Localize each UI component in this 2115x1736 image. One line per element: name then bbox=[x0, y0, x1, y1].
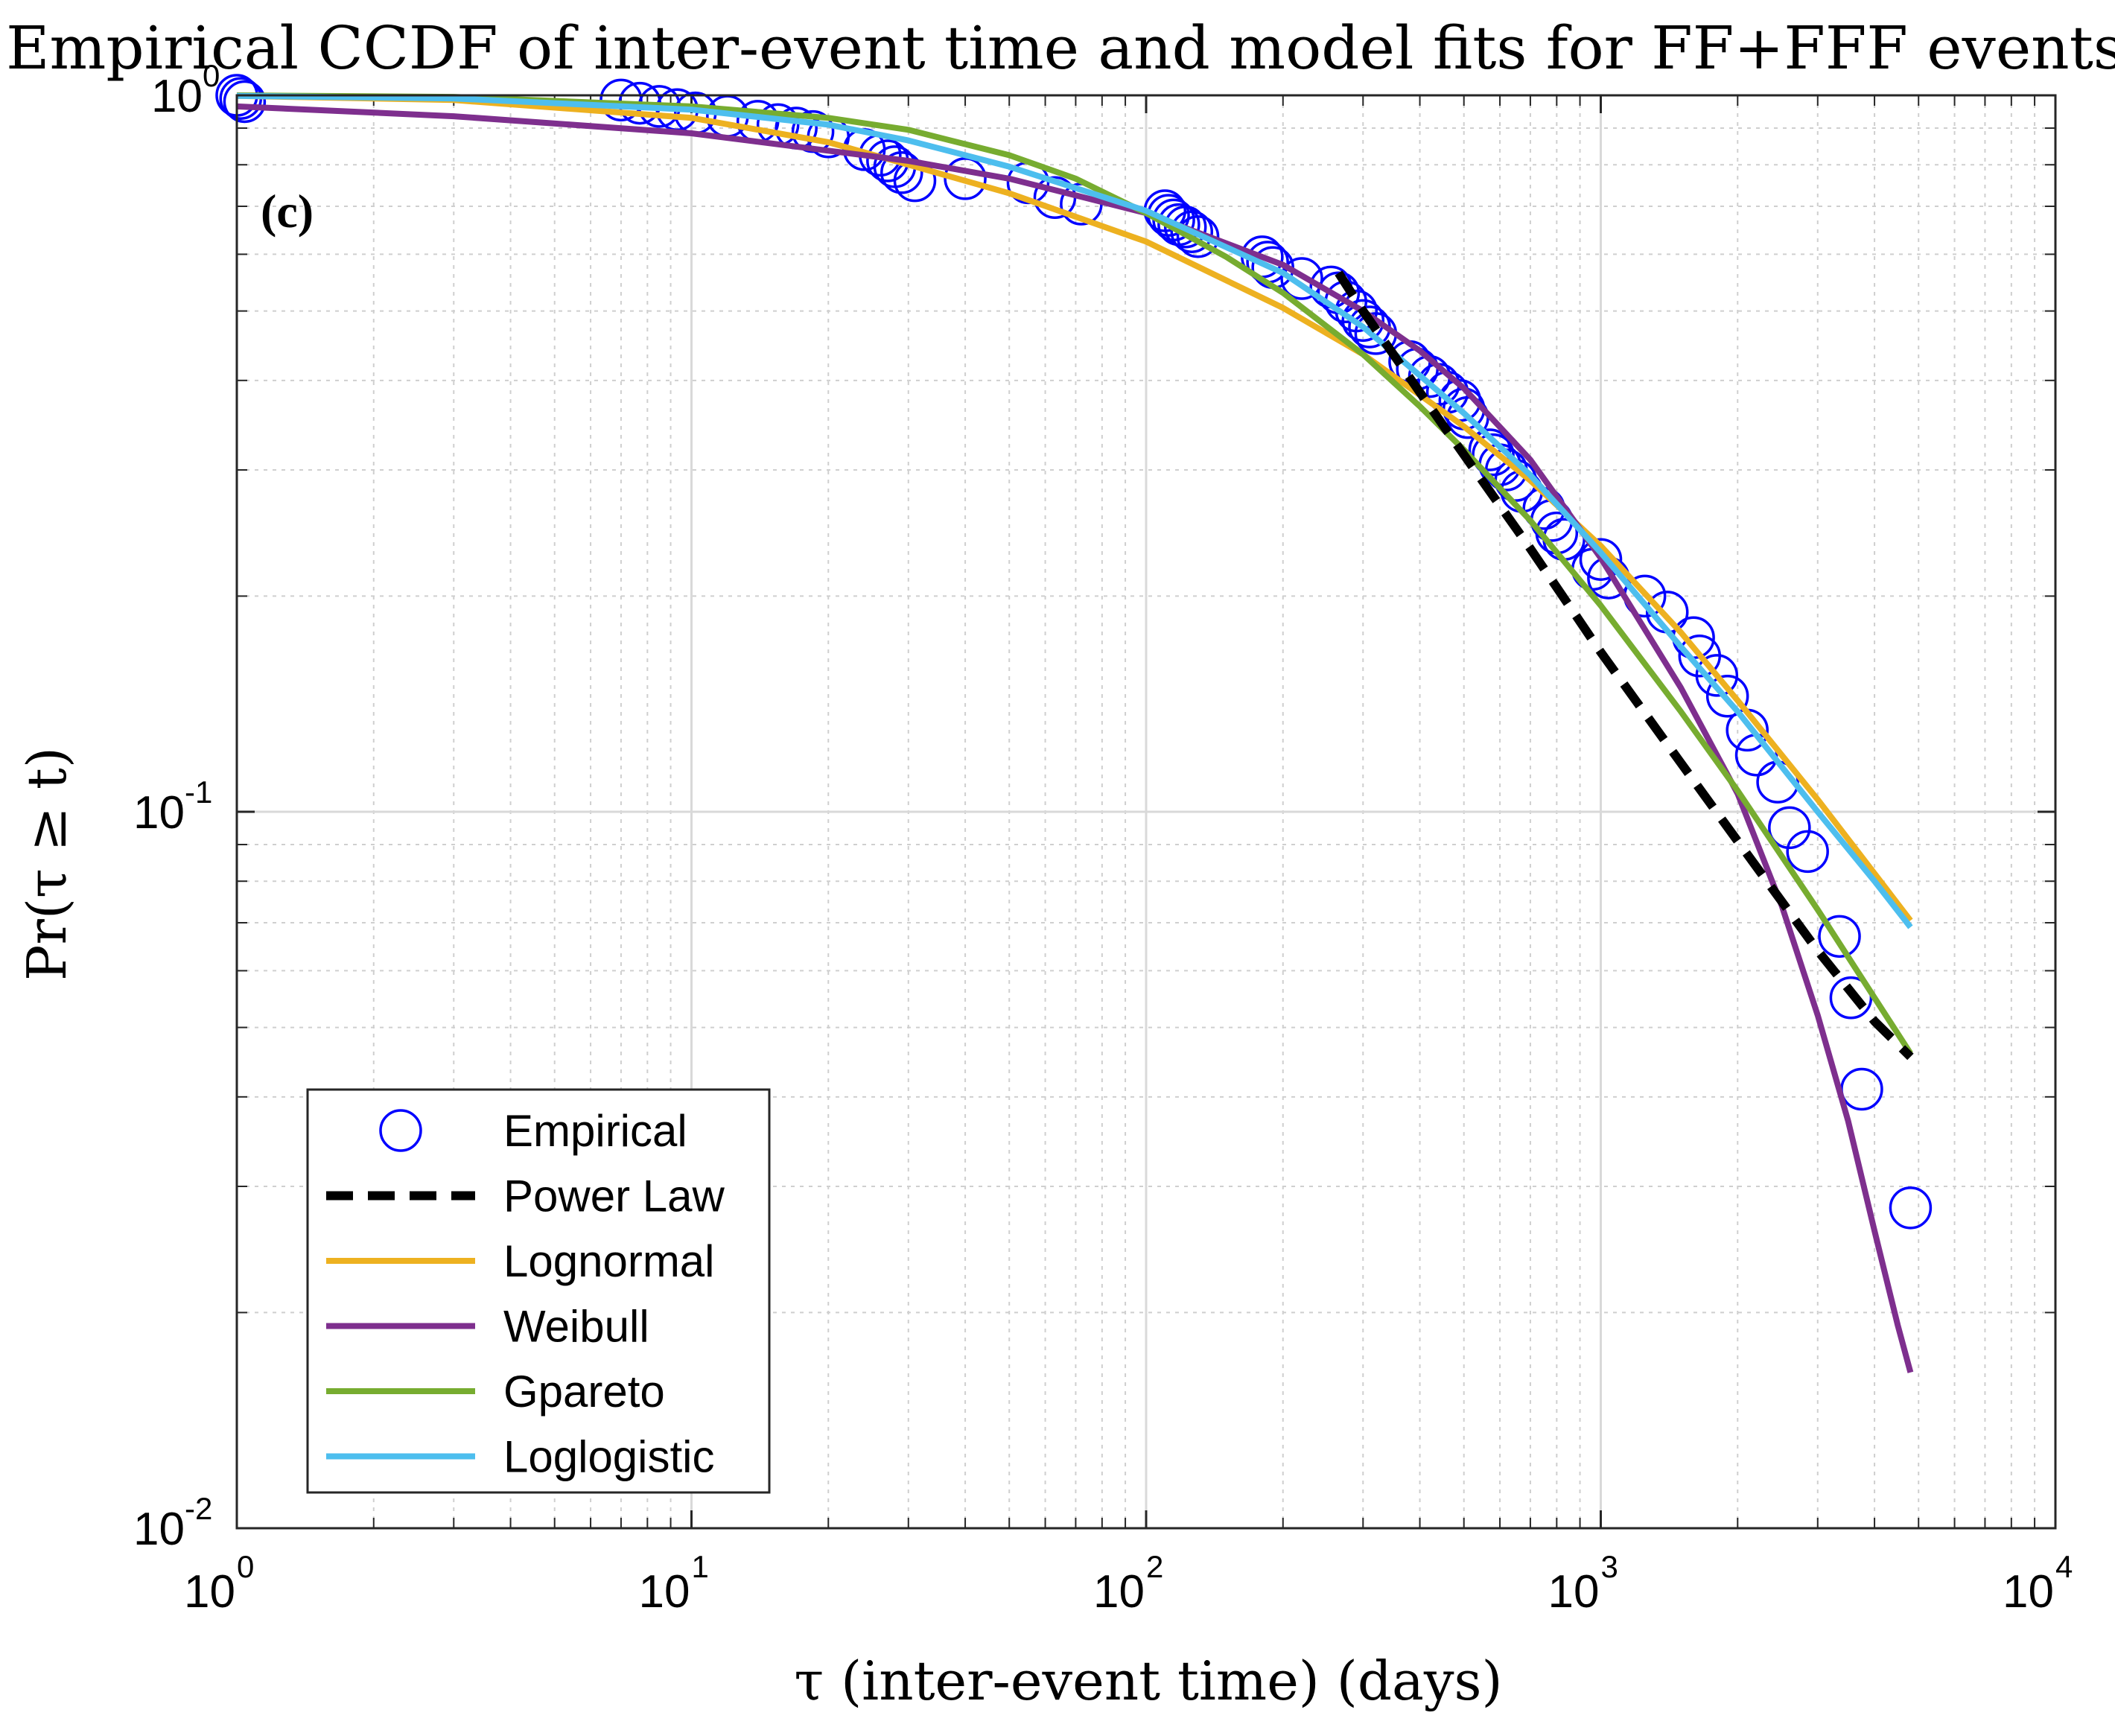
x-tick-labels: 10 0 10 1 10 2 10 3 10 4 bbox=[184, 1549, 2073, 1618]
x-tick-base: 10 bbox=[1093, 1566, 1145, 1618]
x-tick-label: 10 3 bbox=[1548, 1549, 1618, 1618]
empirical-markers bbox=[215, 74, 1933, 1230]
empirical-point bbox=[1280, 257, 1323, 300]
legend-label: Loglogistic bbox=[503, 1432, 715, 1482]
series-line-weibull bbox=[236, 103, 1914, 1373]
legend-item-empirical: Empirical bbox=[379, 1106, 687, 1156]
model-fit-lines bbox=[236, 92, 1914, 1373]
y-tick-base: 10 bbox=[133, 1504, 185, 1555]
legend-label: Weibull bbox=[503, 1302, 649, 1352]
legend-items: Empirical Power Law Lognormal Weibull Gparet… bbox=[326, 1106, 725, 1482]
series-line-power-law bbox=[1335, 270, 1914, 1061]
x-tick-label: 10 2 bbox=[1093, 1549, 1163, 1618]
series-line-gpareto bbox=[236, 92, 1913, 1055]
empirical-point bbox=[1818, 915, 1861, 958]
legend-label: Gpareto bbox=[503, 1367, 665, 1417]
legend: Empirical Power Law Lognormal Weibull Gparet… bbox=[306, 1088, 771, 1494]
empirical-point bbox=[1341, 299, 1385, 343]
empirical-point bbox=[880, 151, 923, 194]
y-tick-label: 10 0 bbox=[151, 58, 220, 122]
y-tick-label: 10 -1 bbox=[133, 775, 212, 839]
legend-label: Lognormal bbox=[503, 1236, 715, 1286]
chart-title: Empirical CCDF of inter-event time and m… bbox=[6, 13, 2115, 83]
legend-item-power-law: Power Law bbox=[326, 1171, 725, 1221]
y-tick-exponent: -2 bbox=[185, 1491, 212, 1526]
empirical-point bbox=[1705, 675, 1749, 718]
legend-item-loglogistic: Loglogistic bbox=[326, 1432, 715, 1482]
y-tick-base: 10 bbox=[151, 71, 203, 122]
legend-label: Power Law bbox=[503, 1171, 725, 1221]
legend-box bbox=[306, 1088, 771, 1494]
legend-label: Empirical bbox=[503, 1106, 687, 1156]
panel-label: (c) bbox=[261, 185, 314, 238]
x-tick-exponent: 2 bbox=[1146, 1549, 1163, 1584]
x-tick-label: 10 0 bbox=[184, 1549, 254, 1618]
legend-item-weibull: Weibull bbox=[326, 1302, 649, 1352]
empirical-point bbox=[944, 157, 987, 200]
series-line-loglogistic bbox=[236, 92, 1913, 929]
x-tick-exponent: 3 bbox=[1601, 1549, 1618, 1584]
empirical-point bbox=[1176, 214, 1220, 258]
empirical-point bbox=[223, 80, 267, 124]
empirical-point bbox=[1170, 210, 1214, 253]
empirical-point bbox=[1768, 806, 1811, 850]
x-tick-label: 10 4 bbox=[2003, 1549, 2073, 1618]
x-tick-base: 10 bbox=[2003, 1566, 2054, 1618]
y-tick-exponent: -1 bbox=[185, 775, 212, 810]
y-tick-label: 10 -2 bbox=[133, 1491, 212, 1555]
grid bbox=[235, 95, 2055, 1530]
y-axis-label: Pr(τ ≥ t) bbox=[16, 747, 78, 981]
empirical-point bbox=[1786, 830, 1829, 874]
legend-item-lognormal: Lognormal bbox=[326, 1236, 715, 1286]
y-tick-base: 10 bbox=[133, 787, 185, 839]
x-axis-label: τ (inter-event time) (days) bbox=[794, 1650, 1502, 1712]
empirical-point bbox=[1472, 433, 1515, 477]
x-tick-exponent: 4 bbox=[2055, 1549, 2073, 1584]
legend-marker bbox=[379, 1109, 422, 1152]
x-tick-label: 10 1 bbox=[639, 1549, 709, 1618]
legend-item-gpareto: Gpareto bbox=[326, 1367, 665, 1417]
plot-frame bbox=[235, 94, 2057, 1530]
empirical-point bbox=[1579, 538, 1623, 581]
x-tick-base: 10 bbox=[639, 1566, 690, 1618]
x-tick-base: 10 bbox=[184, 1566, 235, 1618]
y-tick-exponent: 0 bbox=[203, 58, 220, 93]
x-tick-exponent: 0 bbox=[237, 1549, 254, 1584]
empirical-point bbox=[1889, 1186, 1933, 1230]
empirical-point bbox=[1163, 206, 1207, 249]
x-tick-exponent: 1 bbox=[692, 1549, 709, 1584]
x-tick-base: 10 bbox=[1548, 1566, 1600, 1618]
empirical-point bbox=[1695, 654, 1739, 697]
